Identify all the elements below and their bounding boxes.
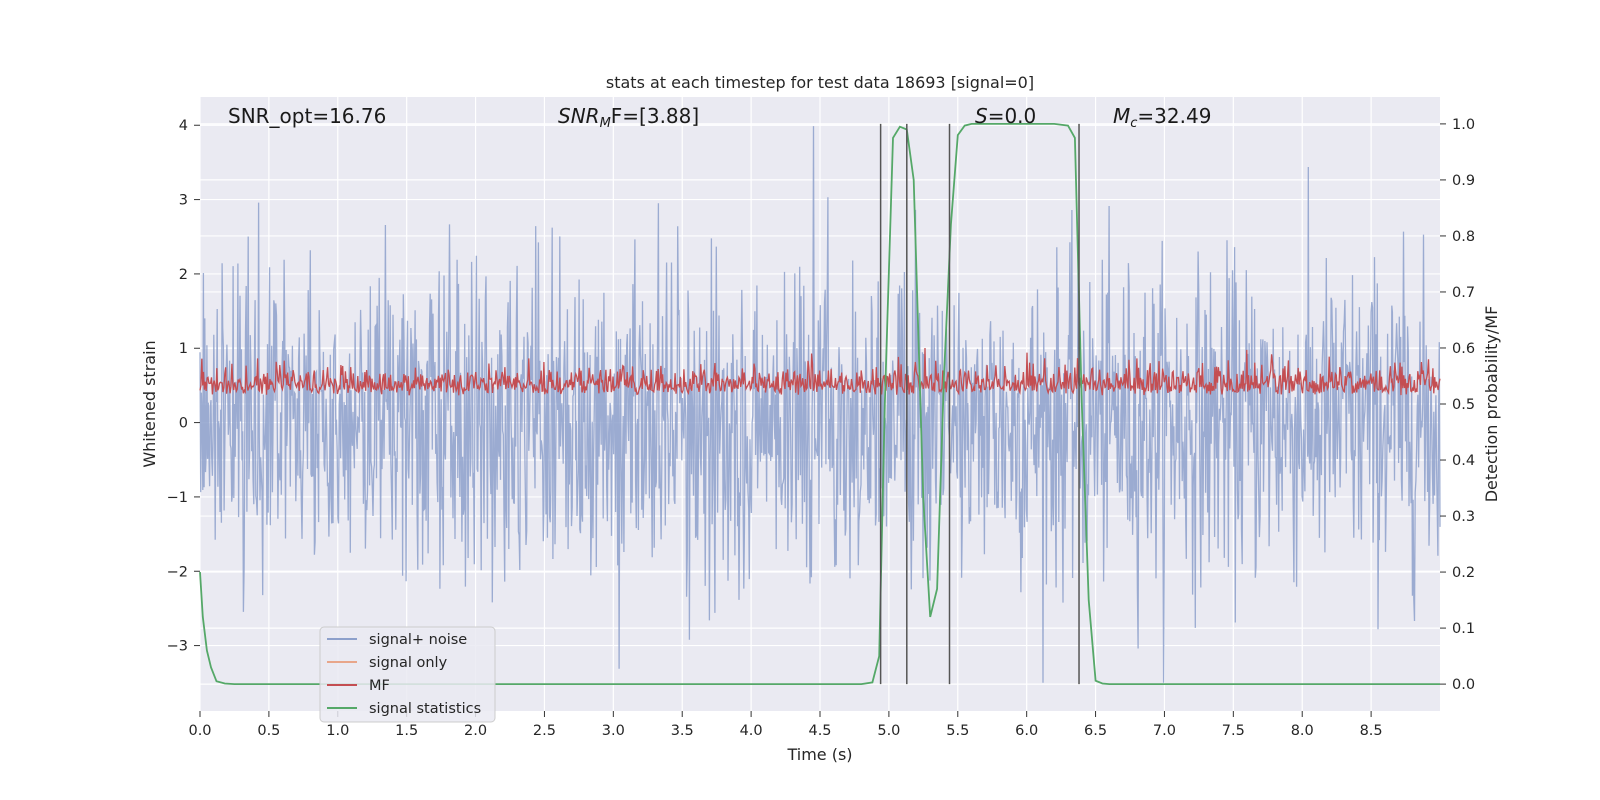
y-tick-label-5: 2	[179, 267, 188, 283]
y-tick-label-6: 3	[179, 193, 188, 209]
annotation-snr-mf-rest: F=[3.88]	[611, 104, 699, 128]
x-tick-label-16: 8.0	[1291, 723, 1314, 739]
legend-label-mf: MF	[369, 678, 390, 694]
series-signal-noise	[199, 126, 1441, 683]
series-mf	[199, 347, 1441, 396]
annotation-snr-mf-sub: M	[600, 116, 611, 131]
x-tick-label-14: 7.0	[1153, 723, 1176, 739]
legend-label-signal-noise: signal+ noise	[369, 632, 467, 648]
series-mf-line	[199, 347, 1441, 396]
vertical-lines	[879, 123, 1080, 685]
legend-label-signal-only: signal only	[369, 655, 448, 671]
annotation-s-main: S	[975, 104, 988, 128]
x-tick-label-0: 0.0	[188, 723, 211, 739]
x-tick-label-2: 1.0	[326, 723, 349, 739]
y-axis-right: 0.0 0.1 0.2 0.3 0.4 0.5 0.6 0.7 0.8 0.9 1.0	[1440, 117, 1475, 693]
x-axis: 0.0 0.5 1.0 1.5 2.0 2.5 3.0 3.5 4.0 4.5 5.0 5.5 6.0 6…	[188, 711, 1383, 739]
x-tick-label-11: 5.5	[946, 723, 969, 739]
annotation-mc-sub: c	[1130, 116, 1137, 131]
y2-tick-label-3: 0.3	[1452, 509, 1475, 525]
legend: signal+ noise signal only MF signal stat…	[319, 626, 496, 723]
y2-tick-label-7: 0.7	[1452, 285, 1475, 301]
legend-box	[319, 626, 496, 723]
annotation-snr-mf-main: SNR	[558, 104, 600, 128]
x-tick-label-1: 0.5	[257, 723, 280, 739]
y-tick-label-1: −2	[167, 564, 188, 580]
x-tick-label-17: 8.5	[1360, 723, 1383, 739]
series-signal-noise-line	[199, 126, 1441, 683]
legend-label-signal-statistics: signal statistics	[369, 701, 481, 717]
annotation-s: S=0.0	[975, 104, 1036, 128]
y-tick-label-2: −1	[167, 490, 188, 506]
y2-tick-label-9: 0.9	[1452, 173, 1475, 189]
x-tick-label-3: 1.5	[395, 723, 418, 739]
y2-tick-label-6: 0.6	[1452, 341, 1475, 357]
x-tick-label-5: 2.5	[533, 723, 556, 739]
x-tick-label-13: 6.5	[1084, 723, 1107, 739]
y2-tick-label-10: 1.0	[1452, 117, 1475, 133]
x-tick-label-4: 2.0	[464, 723, 487, 739]
y-axis-label: Whitened strain	[140, 340, 159, 467]
x-tick-label-12: 6.0	[1015, 723, 1038, 739]
y2-tick-label-5: 0.5	[1452, 397, 1475, 413]
y2-tick-label-4: 0.4	[1452, 453, 1475, 469]
y-tick-label-7: 4	[179, 118, 188, 134]
x-axis-label: Time (s)	[786, 745, 852, 764]
x-tick-label-10: 5.0	[877, 723, 900, 739]
y2-tick-label-0: 0.0	[1452, 677, 1475, 693]
annotation-snr-opt: SNR_opt=16.76	[228, 104, 386, 128]
annotation-mc-rest: =32.49	[1137, 104, 1211, 128]
x-tick-label-7: 3.5	[671, 723, 694, 739]
annotation-snr-mf: SNRMF=[3.88]	[558, 104, 699, 131]
y2-tick-label-2: 0.2	[1452, 565, 1475, 581]
y-tick-label-3: 0	[179, 416, 188, 432]
y-axis-left: −3 −2 −1 0 1 2 3 4	[167, 118, 200, 655]
y2-axis-label: Detection probability/MF	[1482, 306, 1501, 503]
y-tick-label-4: 1	[179, 341, 188, 357]
y2-tick-label-8: 0.8	[1452, 229, 1475, 245]
x-tick-label-8: 4.0	[740, 723, 763, 739]
x-tick-label-9: 4.5	[808, 723, 831, 739]
annotation-mc-main: M	[1113, 104, 1130, 128]
x-tick-label-15: 7.5	[1222, 723, 1245, 739]
annotation-s-rest: =0.0	[988, 104, 1037, 128]
annotation-mc: Mc=32.49	[1113, 104, 1211, 131]
chart-title: stats at each timestep for test data 186…	[606, 73, 1034, 92]
y-tick-label-0: −3	[167, 639, 188, 655]
y2-tick-label-1: 0.1	[1452, 621, 1475, 637]
x-tick-label-6: 3.0	[602, 723, 625, 739]
